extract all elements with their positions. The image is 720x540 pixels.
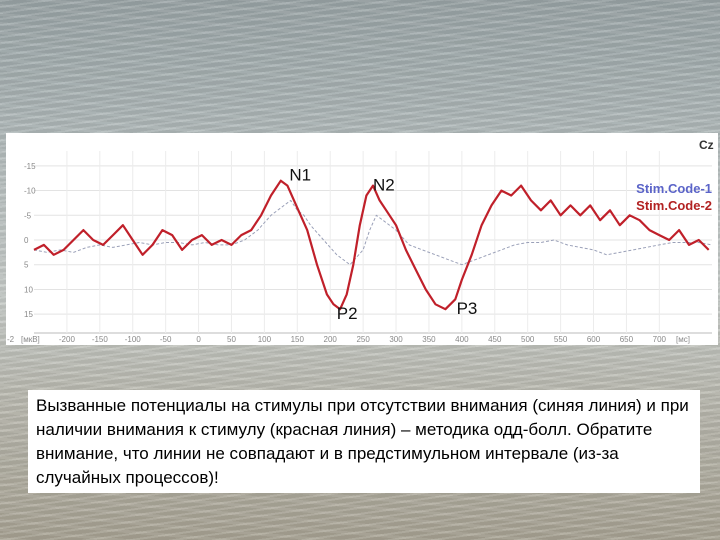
x-tick-label: 400 (455, 335, 469, 344)
x-start-label: -2 (7, 335, 15, 344)
x-tick-label: 500 (521, 335, 535, 344)
y-tick-label: 10 (24, 285, 33, 294)
peak-label-p3: P3 (457, 299, 478, 318)
erp-chart-panel: -15 -10 -5 0 5 10 15 -200 -150 -100 -50 0 50 100 150 2… (6, 133, 718, 345)
x-tick-label: 50 (227, 335, 236, 344)
x-tick-label: 600 (587, 335, 601, 344)
y-tick-label: 0 (24, 236, 29, 245)
y-tick-label: -10 (24, 187, 36, 196)
x-unit-label: [мс] (676, 335, 690, 344)
y-tick-label: -5 (24, 211, 32, 220)
x-tick-label: 550 (554, 335, 568, 344)
x-tick-label: -150 (92, 335, 109, 344)
x-tick-label: 250 (356, 335, 370, 344)
x-tick-label: 150 (291, 335, 305, 344)
chart-lines (33, 179, 713, 311)
y-tick-label: 15 (24, 310, 33, 319)
series-line-1 (33, 199, 713, 266)
x-tick-label: -100 (125, 335, 142, 344)
channel-label: Cz (699, 138, 714, 152)
caption-text: Вызванные потенциалы на стимулы при отсу… (36, 396, 689, 487)
legend-entry-stim-code-1: Stim.Code-1 (636, 181, 712, 196)
x-tick-label: 450 (488, 335, 502, 344)
x-tick-label: 300 (389, 335, 403, 344)
x-tick-label: -200 (59, 335, 76, 344)
y-axis-ticks: -15 -10 -5 0 5 10 15 (24, 162, 36, 319)
x-tick-label: 650 (620, 335, 634, 344)
peak-label-p2: P2 (337, 304, 358, 323)
series-line-2 (33, 179, 710, 311)
peak-label-n1: N1 (289, 166, 311, 185)
x-tick-label: 700 (653, 335, 667, 344)
x-tick-label: 100 (258, 335, 272, 344)
x-tick-label: 200 (324, 335, 338, 344)
y-tick-label: -15 (24, 162, 36, 171)
peak-labels: N1 N2 P2 P3 (289, 166, 477, 323)
x-tick-label: 0 (196, 335, 201, 344)
x-axis-ticks: -200 -150 -100 -50 0 50 100 150 200 250 300 350 400 4… (59, 335, 667, 344)
x-tick-label: 350 (422, 335, 436, 344)
x-tick-label: -50 (160, 335, 172, 344)
peak-label-n2: N2 (373, 176, 395, 195)
y-unit-label: [мкВ] (21, 335, 40, 344)
y-tick-label: 5 (24, 261, 29, 270)
legend-entry-stim-code-2: Stim.Code-2 (636, 198, 712, 213)
caption-box: Вызванные потенциалы на стимулы при отсу… (28, 390, 700, 493)
